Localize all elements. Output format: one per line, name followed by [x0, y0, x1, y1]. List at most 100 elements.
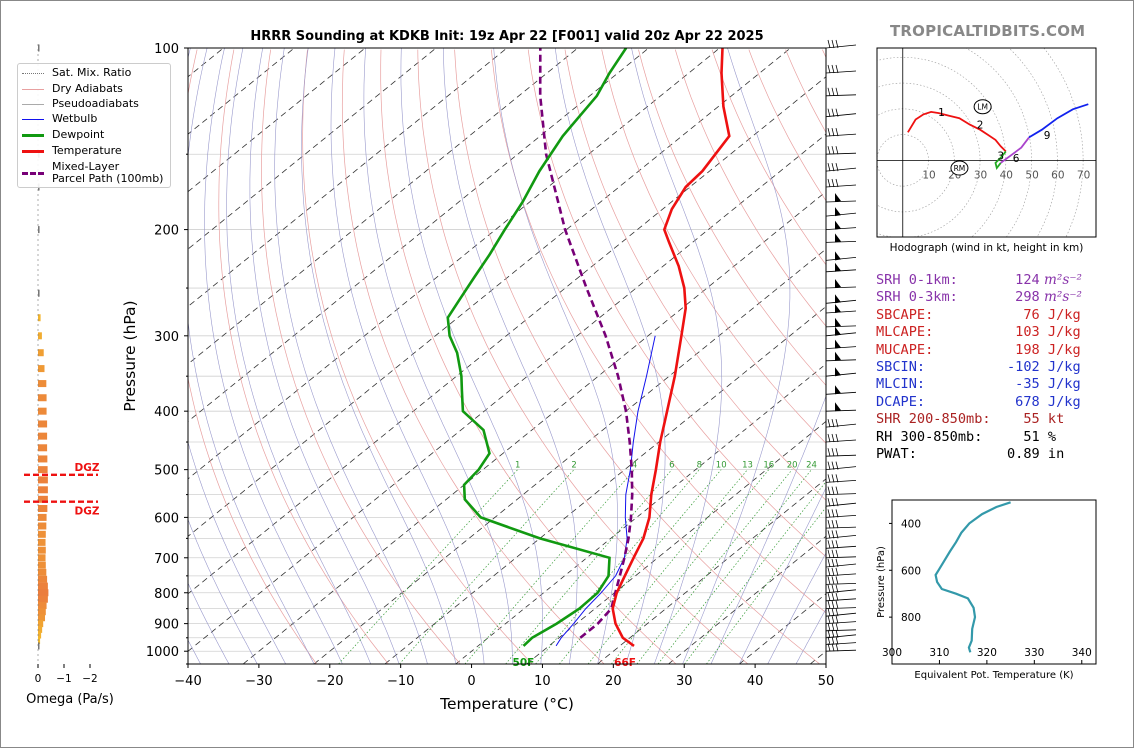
theta-e-x-tick-label: 340: [1072, 647, 1092, 659]
pseudoadiabat: [188, 582, 230, 664]
omega-bar: [38, 432, 48, 440]
hodograph-segment: [1000, 136, 1030, 164]
stat-row: MLCAPE: 103 J/kg: [876, 324, 1082, 341]
theta-e-y-axis-label: Pressure (hPa): [876, 546, 887, 618]
wind-barb: [825, 39, 857, 49]
omega-bar: [38, 365, 45, 373]
wind-barb-shaft: [825, 184, 857, 188]
wind-barb-feather: [827, 461, 831, 470]
wind-barb: [825, 433, 857, 443]
wind-barb: [825, 615, 857, 624]
temperature-line: [611, 48, 731, 647]
omega-bar: [38, 486, 48, 494]
mixing-ratio-label: 20: [787, 461, 798, 471]
stat-spacer: [925, 359, 1007, 375]
omega-bar: [38, 44, 40, 52]
wind-barb-feather: [827, 636, 831, 645]
dry-adiabat: [417, 49, 749, 664]
stat-label: SRH 0-3km:: [876, 289, 958, 306]
wind-barb: [825, 163, 857, 172]
wind-barb-feather: [827, 567, 831, 576]
stat-label: MUCAPE:: [876, 341, 934, 358]
surface-temperature-label: 66F: [614, 657, 636, 669]
mixing-ratio-label: 16: [763, 461, 774, 471]
isotherm: [597, 478, 826, 664]
pseudoadiabat: [400, 48, 543, 664]
x-tick-label: 30: [676, 674, 693, 689]
x-tick-label: −40: [174, 674, 201, 689]
wind-barb-feather: [835, 419, 839, 428]
dry-adiabat: [188, 49, 317, 664]
wind-barb: [825, 233, 857, 243]
omega-bar: [38, 522, 47, 530]
stat-value: 76: [1023, 306, 1040, 323]
wind-barb-shaft: [825, 466, 857, 470]
stat-value: 51: [1023, 428, 1040, 445]
dgz-label: DGZ: [75, 462, 100, 474]
isotherm: [188, 48, 791, 537]
hodograph-ring-label: 60: [1051, 169, 1064, 181]
omega-bar: [38, 513, 47, 521]
wind-barb-feather: [835, 558, 839, 568]
legend-item-pseudoadiabats: Pseudoadiabats: [22, 97, 139, 111]
stat-spacer: [991, 411, 1024, 427]
wind-barb: [825, 108, 857, 118]
hodograph-ring-label: 70: [1077, 169, 1090, 181]
hodograph-height-label: 2: [977, 120, 984, 132]
wind-barb-feather: [835, 178, 839, 188]
theta-e-y-tick-label: 400: [901, 518, 921, 530]
wind-barb-feather: [835, 600, 839, 609]
wind-barb-shaft: [825, 545, 857, 549]
omega-bar: [38, 332, 42, 340]
omega-bar: [38, 455, 48, 463]
wind-barb-shaft: [825, 634, 857, 639]
theta-e-plot-area: [934, 501, 1011, 653]
stat-unit: J/kg: [1039, 324, 1081, 341]
omega-bar: [38, 476, 48, 484]
wind-barb-feather: [827, 520, 831, 529]
legend-label: Pseudoadiabats: [52, 97, 139, 110]
wind-barb-feather: [827, 146, 831, 155]
chart-title: HRRR Sounding at KDKB Init: 19z Apr 22 […: [250, 29, 763, 44]
wind-barb: [825, 279, 857, 289]
mixing-ratio-line: [706, 506, 826, 664]
omega-bar: [38, 608, 46, 616]
omega-bar: [38, 546, 46, 554]
stat-row: SBCAPE: 76 J/kg: [876, 307, 1082, 324]
omega-tick-label: −2: [82, 673, 97, 685]
hodograph-height-label: 9: [1044, 130, 1051, 142]
stat-label: MLCIN:: [876, 376, 926, 393]
wind-barb-feather: [835, 87, 839, 96]
wind-barb-feather: [827, 419, 831, 428]
stat-spacer: [933, 307, 1023, 323]
wind-barb-feather: [835, 163, 839, 172]
wind-barb: [825, 592, 857, 602]
dry-adiabat: [601, 49, 826, 444]
wind-barb-feather: [827, 448, 831, 457]
wind-barb-feather: [827, 163, 831, 172]
x-tick-label: 0: [467, 674, 475, 689]
wind-barb-shaft: [825, 241, 857, 243]
stat-label: DCAPE:: [876, 393, 926, 410]
skew-t-plot-area: 1 2 4 6 8 10 13 16 20 24 30 36: [188, 48, 861, 664]
wind-barb-shaft: [825, 612, 857, 617]
dry-adiabat: [674, 49, 826, 327]
theta-e-x-tick-label: 300: [882, 647, 902, 659]
stat-row: SHR 200-850mb: 55 kt: [876, 411, 1082, 428]
y-tick-label: 1000: [146, 645, 179, 660]
wind-barb-feather: [827, 615, 831, 624]
wind-barb-shaft: [825, 439, 857, 443]
stat-row: MLCIN: -35 J/kg: [876, 376, 1082, 393]
wind-barb: [825, 567, 857, 577]
stat-unit: m²s⁻²: [1039, 289, 1082, 306]
wind-barb: [825, 558, 857, 568]
wind-barb: [825, 294, 857, 304]
y-tick-label: 200: [154, 224, 179, 239]
zero-isotherm: [455, 363, 826, 664]
y-tick-label: 600: [154, 511, 179, 526]
wind-barb-feather: [831, 108, 835, 117]
mixing-ratio-label: 36: [850, 461, 861, 471]
theta-e-x-axis-label: Equivalent Pot. Temperature (K): [914, 670, 1073, 681]
wind-barb-feather: [835, 540, 839, 549]
